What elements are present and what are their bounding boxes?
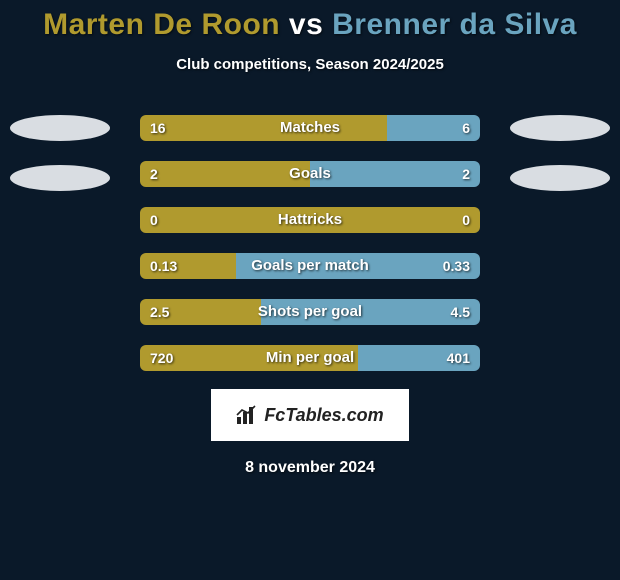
bar-segment-left xyxy=(140,161,310,187)
avatar-column-right xyxy=(500,115,620,191)
player2-club-avatar xyxy=(510,165,610,191)
bar-metric-label: Min per goal xyxy=(266,345,354,371)
title-vs: vs xyxy=(280,8,332,41)
bar-metric-label: Hattricks xyxy=(278,207,342,233)
bar-chart-icon xyxy=(236,405,258,425)
bar-value-left: 720 xyxy=(150,345,173,371)
logo-box: FcTables.com xyxy=(211,389,409,441)
bar-value-right: 401 xyxy=(447,345,470,371)
date-text: 8 november 2024 xyxy=(0,459,620,477)
bar-metric-label: Goals per match xyxy=(251,253,369,279)
bar-value-right: 4.5 xyxy=(451,299,470,325)
bar-value-right: 0 xyxy=(462,207,470,233)
subtitle: Club competitions, Season 2024/2025 xyxy=(0,56,620,73)
title-player2: Brenner da Silva xyxy=(332,8,577,41)
player1-avatar xyxy=(10,115,110,141)
bars-container: 16 Matches 6 2 Goals 2 0 Hattricks 0 0.13 Goals pe… xyxy=(140,115,480,371)
bar-metric-label: Goals xyxy=(289,161,331,187)
bar-row: 2.5 Shots per goal 4.5 xyxy=(140,299,480,325)
bar-metric-label: Matches xyxy=(280,115,340,141)
bar-value-left: 2.5 xyxy=(150,299,169,325)
logo-text: FcTables.com xyxy=(264,405,383,426)
bar-row: 2 Goals 2 xyxy=(140,161,480,187)
avatar-column-left xyxy=(0,115,120,191)
bar-value-left: 16 xyxy=(150,115,166,141)
bar-row: 0.13 Goals per match 0.33 xyxy=(140,253,480,279)
bar-value-left: 0 xyxy=(150,207,158,233)
comparison-title: Marten De Roon vs Brenner da Silva xyxy=(0,0,620,42)
bar-value-right: 2 xyxy=(462,161,470,187)
bar-value-right: 0.33 xyxy=(443,253,470,279)
player1-club-avatar xyxy=(10,165,110,191)
bar-metric-label: Shots per goal xyxy=(258,299,362,325)
bar-row: 0 Hattricks 0 xyxy=(140,207,480,233)
bar-segment-right xyxy=(310,161,480,187)
player2-avatar xyxy=(510,115,610,141)
bar-row: 720 Min per goal 401 xyxy=(140,345,480,371)
bar-row: 16 Matches 6 xyxy=(140,115,480,141)
title-player1: Marten De Roon xyxy=(43,8,280,41)
bar-value-left: 2 xyxy=(150,161,158,187)
bar-segment-left xyxy=(140,115,387,141)
bar-value-left: 0.13 xyxy=(150,253,177,279)
bar-value-right: 6 xyxy=(462,115,470,141)
chart-area: 16 Matches 6 2 Goals 2 0 Hattricks 0 0.13 Goals pe… xyxy=(0,115,620,371)
